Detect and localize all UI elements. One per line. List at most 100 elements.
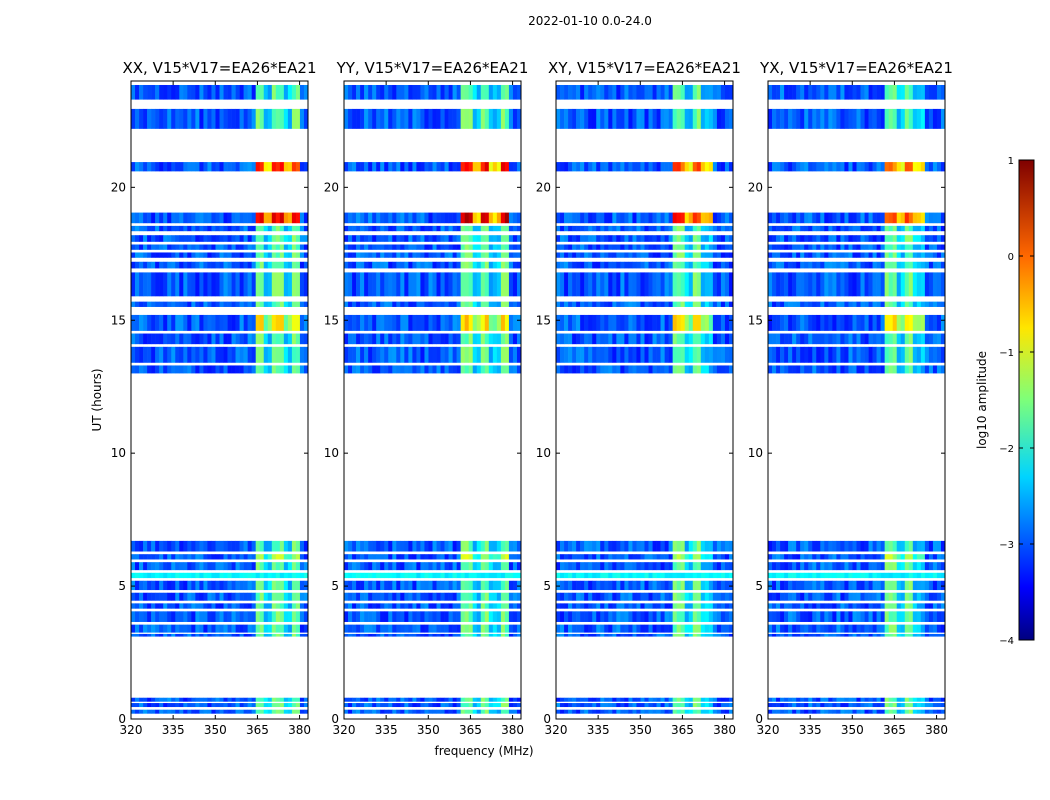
heatmap-cell — [352, 235, 357, 242]
heatmap-cell — [392, 624, 397, 633]
heatmap-cell — [820, 580, 825, 591]
heatmap-cell — [900, 333, 906, 345]
heatmap-cell — [504, 333, 510, 345]
heatmap-cell — [424, 301, 429, 307]
heatmap-cell — [508, 333, 514, 345]
y-tick-label: 0 — [331, 712, 339, 726]
heatmap-cell — [880, 212, 885, 224]
heatmap-cell — [808, 697, 813, 702]
heatmap-cell — [656, 261, 661, 269]
heatmap-cell — [940, 603, 946, 609]
heatmap-cell — [928, 540, 934, 552]
heatmap-cell — [163, 346, 168, 363]
heatmap-cell — [303, 235, 309, 242]
heatmap-cell — [287, 212, 293, 224]
heatmap-cell — [199, 252, 204, 258]
heatmap-cell — [560, 592, 565, 601]
heatmap-cell — [668, 554, 673, 560]
heatmap-cell — [792, 624, 797, 633]
heatmap-cell — [580, 603, 585, 609]
heatmap-cell — [255, 84, 261, 100]
heatmap-cell — [916, 611, 922, 622]
heatmap-cell — [436, 603, 441, 609]
heatmap-cell — [460, 633, 465, 637]
heatmap-cell — [243, 562, 248, 571]
heatmap-cell — [568, 162, 573, 172]
heatmap-cell — [808, 562, 813, 571]
heatmap-cell — [708, 624, 714, 633]
heatmap-cell — [904, 709, 910, 714]
heatmap-cell — [480, 252, 486, 258]
heatmap-cell — [880, 261, 885, 269]
heatmap-cell — [560, 252, 565, 258]
heatmap-cell — [860, 592, 865, 601]
heatmap-cell — [648, 703, 653, 708]
heatmap-cell — [616, 346, 621, 363]
heatmap-cell — [868, 261, 873, 269]
heatmap-cell — [139, 244, 144, 250]
heatmap-cell — [772, 301, 777, 307]
heatmap-cell — [151, 697, 156, 702]
heatmap-cell — [832, 235, 837, 242]
heatmap-cell — [155, 592, 160, 601]
heatmap-cell — [344, 562, 349, 571]
heatmap-cell — [584, 633, 589, 637]
heatmap-cell — [227, 314, 232, 331]
heatmap-cell — [672, 225, 677, 232]
heatmap-cell — [243, 709, 248, 714]
heatmap-cell — [844, 272, 849, 297]
heatmap-cell — [860, 235, 865, 242]
heatmap-cell — [692, 611, 698, 622]
heatmap-cell — [460, 108, 465, 129]
heatmap-cell — [135, 697, 140, 702]
heatmap-cell — [295, 272, 301, 297]
heatmap-cell — [344, 252, 349, 258]
heatmap-cell — [624, 697, 629, 702]
heatmap-cell — [852, 562, 857, 571]
heatmap-cell — [788, 84, 793, 100]
heatmap-cell — [676, 592, 681, 601]
heatmap-cell — [648, 301, 653, 307]
heatmap-cell — [456, 301, 461, 307]
heatmap-cell — [884, 554, 889, 560]
heatmap-cell — [480, 572, 486, 579]
heatmap-cell — [348, 572, 353, 579]
heatmap-cell — [936, 365, 942, 374]
heatmap-cell — [860, 212, 865, 224]
heatmap-cell — [612, 244, 617, 250]
heatmap-cell — [404, 603, 409, 609]
heatmap-cell — [275, 244, 281, 250]
heatmap-cell — [163, 261, 168, 269]
heatmap-cell — [816, 633, 821, 637]
heatmap-cell — [632, 592, 637, 601]
heatmap-cell — [792, 562, 797, 571]
heatmap-cell — [139, 592, 144, 601]
heatmap-cell — [480, 703, 486, 708]
heatmap-cell — [768, 624, 773, 633]
heatmap-cell — [652, 603, 657, 609]
heatmap-cell — [632, 709, 637, 714]
heatmap-cell — [364, 703, 369, 708]
heatmap-cell — [832, 540, 837, 552]
heatmap-cell — [684, 261, 690, 269]
heatmap-cell — [167, 346, 172, 363]
heatmap-cell — [271, 314, 277, 331]
heatmap-cell — [916, 562, 922, 571]
heatmap-cell — [392, 611, 397, 622]
heatmap-cell — [828, 225, 833, 232]
heatmap-cell — [380, 562, 385, 571]
heatmap-cell — [159, 592, 164, 601]
heatmap-cell — [868, 592, 873, 601]
heatmap-cell — [135, 225, 140, 232]
heatmap-cell — [708, 592, 714, 601]
heatmap-cell — [456, 108, 461, 129]
heatmap-cell — [628, 225, 633, 232]
heatmap-cell — [492, 244, 498, 250]
heatmap-cell — [283, 580, 289, 591]
heatmap-cell — [356, 333, 361, 345]
heatmap-cell — [259, 703, 265, 708]
heatmap-cell — [628, 84, 633, 100]
heatmap-cell — [283, 244, 289, 250]
heatmap-cell — [884, 162, 889, 172]
heatmap-cell — [512, 365, 518, 374]
